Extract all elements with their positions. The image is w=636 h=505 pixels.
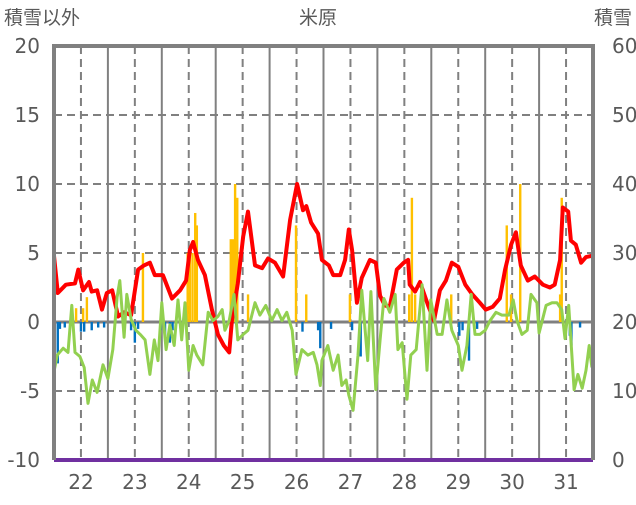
x-tick-label: 29 xyxy=(446,470,471,494)
blue-bar xyxy=(58,322,62,329)
gridlines xyxy=(54,46,593,460)
right-tick-label: 20 xyxy=(612,310,636,334)
blue-bar xyxy=(316,322,320,331)
orange-bar xyxy=(408,294,411,322)
blue-bar xyxy=(578,322,582,328)
blue-bar xyxy=(359,322,362,357)
orange-bar xyxy=(413,294,417,322)
x-tick-label: 22 xyxy=(68,470,93,494)
right-tick-label: 50 xyxy=(612,103,636,127)
orange-bar xyxy=(233,184,237,322)
orange-bar xyxy=(74,308,78,322)
red-line xyxy=(52,182,593,355)
blue-bar xyxy=(82,322,86,332)
orange-bar xyxy=(450,294,453,322)
orange-bar xyxy=(236,197,239,322)
left-tick-label: -10 xyxy=(7,448,40,472)
blue-bar xyxy=(319,322,322,349)
plot-frame xyxy=(52,44,595,460)
left-tick-label: 20 xyxy=(15,34,40,58)
chart-title: 米原 xyxy=(299,7,337,29)
orange-bar xyxy=(305,294,308,322)
left-tick-label: 5 xyxy=(27,241,40,265)
blue-bar xyxy=(350,322,354,331)
blue-bar xyxy=(79,322,83,332)
right-tick-label: 60 xyxy=(612,34,636,58)
blue-bar xyxy=(475,322,479,329)
blue-bar xyxy=(329,322,333,329)
blue-bar xyxy=(171,322,174,331)
tick-labels: 20 60 15 50 10 40 5 30 0 20 -5 10 -10 0 22 23 24 25 26 27 28… xyxy=(7,34,636,494)
orange-bar xyxy=(410,197,414,322)
right-axis-label: 積雪 xyxy=(594,7,632,29)
blue-bar xyxy=(63,322,66,328)
x-tick-label: 23 xyxy=(122,470,147,494)
orange-bar xyxy=(246,294,250,322)
orange-bar xyxy=(195,225,199,322)
right-tick-label: 0 xyxy=(612,448,625,472)
orange-bar xyxy=(505,225,508,322)
right-tick-label: 30 xyxy=(612,241,636,265)
orange-bar xyxy=(141,253,145,322)
left-tick-label: -5 xyxy=(20,379,40,403)
plot-border xyxy=(52,44,595,460)
blue-bar xyxy=(102,322,106,328)
x-tick-label: 24 xyxy=(176,470,201,494)
orange-bar xyxy=(348,294,352,322)
left-axis-label: 積雪以外 xyxy=(4,7,80,29)
orange-bar xyxy=(191,253,194,322)
left-tick-label: 10 xyxy=(15,172,40,196)
left-tick-label: 15 xyxy=(15,103,40,127)
orange-bar xyxy=(188,253,192,322)
green-line xyxy=(52,279,594,412)
x-tick-label: 26 xyxy=(284,470,309,494)
blue-bar xyxy=(136,322,140,329)
orange-bar xyxy=(229,239,232,322)
left-tick-label: 0 xyxy=(27,310,40,334)
right-tick-label: 40 xyxy=(612,172,636,196)
x-tick-label: 31 xyxy=(553,470,578,494)
blue-bar xyxy=(133,322,137,343)
orange-bar xyxy=(294,225,298,322)
x-tick-label: 30 xyxy=(499,470,524,494)
right-tick-label: 10 xyxy=(612,379,636,403)
blue-bar xyxy=(96,322,100,328)
x-tick-label: 25 xyxy=(230,470,255,494)
orange-bar xyxy=(85,297,89,322)
lines xyxy=(52,182,594,462)
blue-bar xyxy=(301,322,304,332)
x-tick-label: 27 xyxy=(338,470,363,494)
orange-bar xyxy=(194,212,197,322)
x-tick-label: 28 xyxy=(392,470,417,494)
orange-bar xyxy=(231,239,235,322)
blue-bar xyxy=(90,322,93,331)
blue-bar xyxy=(56,322,59,364)
blue-bar xyxy=(458,322,461,336)
blue-bar xyxy=(461,322,464,331)
orange-bar xyxy=(81,308,85,322)
orange-bar xyxy=(186,253,189,322)
blue-bar xyxy=(467,322,471,361)
blue-bar xyxy=(129,322,133,331)
